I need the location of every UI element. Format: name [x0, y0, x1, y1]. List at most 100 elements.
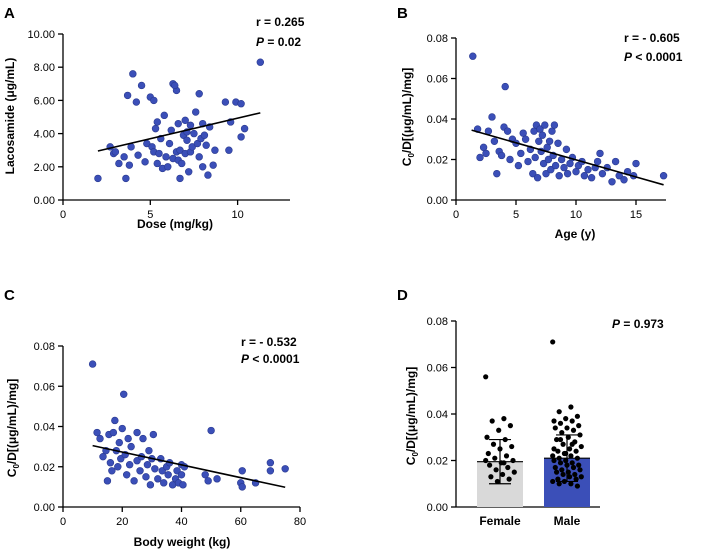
panel-a-data-point — [237, 133, 245, 141]
panel-c: C r = - 0.532 P < 0.0001 C0/D[(μg/mL)/mg… — [4, 287, 306, 549]
panel-d-data-point — [550, 339, 556, 345]
panel-d-data-point — [510, 457, 516, 464]
panel-b-data-point — [497, 151, 506, 160]
panel-d-data-point — [569, 418, 575, 424]
panel-d-data-point — [574, 483, 581, 489]
panel-b-x-tick-label: 0 — [453, 209, 459, 221]
panel-b-data-point — [524, 157, 532, 166]
panel-b-data-point — [529, 169, 537, 178]
panel-a-y-axis-label: Lacosamide (μg/mL) — [3, 58, 17, 175]
panel-d-data-point — [569, 460, 575, 466]
panel-d-p-rest: = 0.973 — [620, 317, 664, 331]
panel-b-letter: B — [397, 5, 408, 22]
panel-c-data-point — [99, 452, 107, 461]
panel-d-data-point — [554, 469, 560, 475]
panel-a-data-point — [94, 174, 102, 183]
panel-d-y-axis-label: C0/D[(μg/mL)/mg] — [404, 367, 420, 465]
panel-b-data-point — [550, 121, 559, 129]
panel-d-data-point — [507, 423, 513, 429]
panel-c-x-tick-label: 20 — [116, 516, 128, 528]
panel-a-y-tick-label: 6.00 — [34, 95, 55, 107]
panel-c-data-point — [136, 467, 144, 475]
panel-d-data-point — [570, 464, 577, 471]
panel-d-y-tick-label: 0.02 — [427, 456, 448, 468]
panel-c-data-point — [177, 471, 186, 479]
panel-b-x-tick-label: 5 — [513, 209, 519, 221]
panel-a-data-point — [164, 163, 172, 171]
panel-d-data-point — [492, 455, 498, 461]
panel-c-x-tick-label: 60 — [235, 516, 247, 528]
panel-a-data-point — [125, 161, 134, 169]
panel-d-category-label: Male — [554, 514, 581, 528]
panel-b-y-axis-label: C0/D[(μg/mL)/mg] — [400, 68, 416, 166]
panel-a-y-tick-label: 8.00 — [34, 62, 55, 74]
panel-a-data-point — [221, 98, 230, 106]
panel-a-data-point — [171, 81, 179, 90]
panel-b-y-tick-label: 0.04 — [427, 114, 448, 126]
panel-d-data-point — [568, 453, 574, 459]
panel-a-data-point — [129, 70, 137, 78]
panel-b-data-point — [521, 135, 530, 143]
panel-d-data-point — [559, 467, 565, 473]
panel-c-data-point — [130, 477, 138, 485]
panel-b-data-point — [587, 174, 596, 182]
panel-b-data-point — [563, 169, 572, 178]
panel-a-p-label: P — [256, 35, 265, 49]
panel-a-data-point — [165, 139, 174, 148]
panel-d-data-point — [557, 420, 564, 426]
panel-a-data-point — [240, 124, 249, 133]
panel-d-data-point — [567, 474, 573, 480]
panel-d-data-point — [496, 427, 502, 433]
panel-c-y-tick-label: 0.04 — [34, 422, 55, 434]
panel-c-data-point — [164, 471, 172, 479]
panel-d-data-point — [560, 441, 566, 447]
panel-b-plot: 0.00 0.02 0.04 0.06 0.08 0 5 10 15 — [427, 33, 668, 221]
panel-b-data-point — [547, 165, 555, 174]
panel-c-x-tick-label: 80 — [294, 516, 306, 528]
panel-a-x-tick-label: 10 — [231, 209, 243, 221]
panel-a-data-point — [153, 159, 161, 168]
panel-d-plot: 0.00 0.02 0.04 0.06 0.08 Female Male — [427, 316, 600, 528]
panel-b-y-tick-label: 0.00 — [427, 195, 448, 207]
panel-b-data-point — [535, 137, 543, 145]
panel-a-data-point — [120, 153, 128, 161]
panel-a-data-point — [188, 143, 196, 151]
panel-c-regression-line — [92, 444, 286, 489]
panel-d-data-point — [556, 481, 562, 487]
panel-c-x-axis-label: Body weight (kg) — [134, 535, 231, 549]
panel-c-y-axis-label: C0/D[(μg/mL)/mg] — [5, 379, 21, 477]
panel-d-data-point — [578, 474, 584, 480]
panel-b-data-point — [611, 157, 620, 166]
panel-d-data-point — [557, 460, 564, 466]
panel-c-data-point — [122, 471, 131, 479]
panel-d-data-point — [506, 476, 512, 482]
panel-d-data-point — [551, 457, 557, 464]
panel-a-y-tick-label: 10.00 — [27, 29, 55, 41]
panel-b-data-point — [542, 169, 550, 178]
panel-b-data-point — [501, 82, 509, 91]
panel-a-data-point — [151, 124, 160, 133]
panel-c-r-value: r = - 0.532 — [241, 335, 297, 349]
panel-b-data-point — [493, 169, 501, 178]
panel-b-data-point — [538, 131, 547, 139]
panel-d-category-label: Female — [479, 514, 521, 528]
panel-d-data-point — [567, 446, 573, 452]
panel-b-r-value: r = - 0.605 — [624, 31, 680, 45]
panel-a-data-point — [186, 121, 195, 130]
panel-b-data-point — [476, 153, 484, 162]
panel-a-p-rest: = 0.02 — [264, 35, 301, 49]
panel-b-data-point — [560, 163, 568, 172]
panel-d-data-point — [550, 478, 556, 485]
panel-c-data-point — [106, 459, 115, 467]
panel-b-data-point — [608, 178, 616, 186]
panel-b-y-tick-label: 0.02 — [427, 155, 448, 167]
panel-c-y-tick-label: 0.06 — [34, 381, 55, 393]
panel-d-data-point — [500, 471, 506, 478]
panel-b-data-point — [551, 161, 560, 170]
panel-b-data-point — [554, 139, 562, 148]
panel-c-data-point — [115, 438, 123, 447]
panel-b-data-point — [490, 137, 499, 145]
panel-c-data-point — [266, 467, 275, 475]
panel-c-data-point — [108, 467, 116, 475]
panel-a-data-point — [155, 149, 163, 158]
